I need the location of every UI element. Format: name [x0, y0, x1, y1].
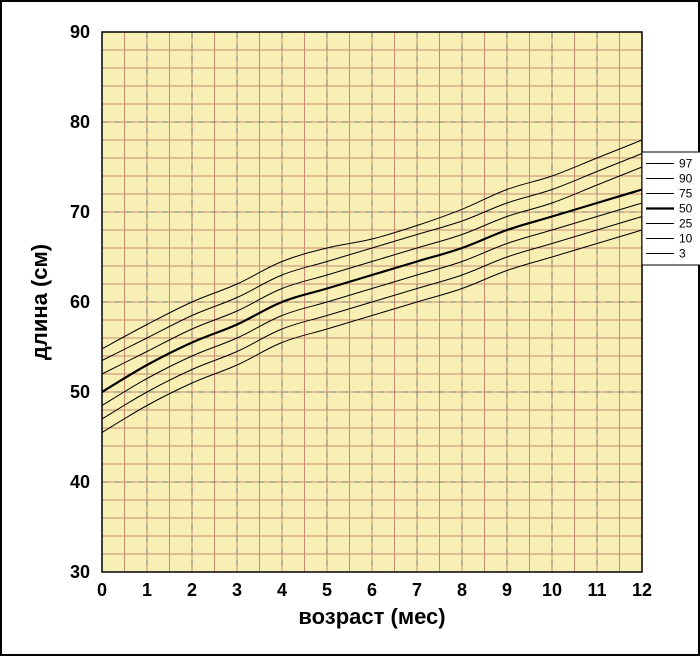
- chart-frame: 012345678910111230405060708090возраст (м…: [0, 0, 700, 656]
- legend-label-90: 90: [679, 172, 693, 186]
- legend: 9790755025103: [642, 152, 700, 265]
- y-tick-label: 60: [70, 292, 90, 312]
- x-tick-label: 3: [232, 580, 242, 600]
- y-tick-label: 40: [70, 472, 90, 492]
- x-tick-label: 2: [187, 580, 197, 600]
- x-tick-label: 9: [502, 580, 512, 600]
- y-axis-title: длина (см): [27, 244, 52, 360]
- x-tick-label: 4: [277, 580, 287, 600]
- x-tick-label: 10: [542, 580, 562, 600]
- x-axis-title: возраст (мес): [298, 604, 445, 629]
- x-tick-label: 6: [367, 580, 377, 600]
- legend-label-75: 75: [679, 187, 693, 201]
- y-tick-label: 50: [70, 382, 90, 402]
- x-tick-label: 0: [97, 580, 107, 600]
- x-tick-label: 7: [412, 580, 422, 600]
- x-tick-label: 8: [457, 580, 467, 600]
- legend-label-3: 3: [679, 247, 686, 261]
- y-tick-label: 70: [70, 202, 90, 222]
- y-tick-label: 30: [70, 562, 90, 582]
- legend-label-50: 50: [679, 202, 693, 216]
- x-tick-label: 5: [322, 580, 332, 600]
- y-tick-label: 80: [70, 112, 90, 132]
- legend-label-10: 10: [679, 232, 693, 246]
- x-tick-label: 11: [587, 580, 606, 600]
- legend-label-25: 25: [679, 217, 693, 231]
- x-tick-label: 1: [142, 580, 152, 600]
- growth-chart: 012345678910111230405060708090возраст (м…: [2, 2, 698, 654]
- legend-label-97: 97: [679, 157, 693, 171]
- x-tick-label: 12: [632, 580, 652, 600]
- y-tick-label: 90: [70, 22, 90, 42]
